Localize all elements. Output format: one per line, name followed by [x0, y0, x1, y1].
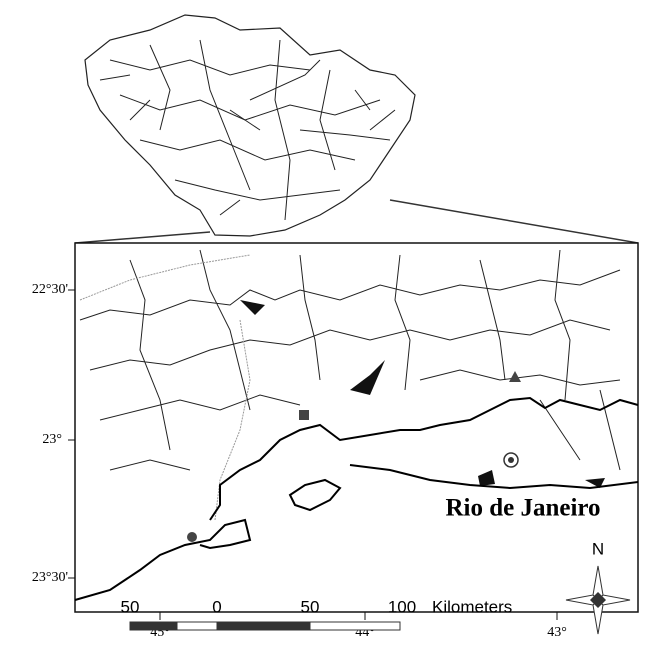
site-marker [299, 410, 309, 420]
site-marker [187, 532, 197, 542]
connector-line [75, 232, 210, 243]
overview-map [85, 15, 415, 236]
latitude-label: 23° [42, 432, 62, 447]
connector-line [390, 200, 638, 243]
map: 22°30' 23° 23°30' 45° 44° 43° Rio de Jan… [0, 0, 645, 668]
scale-label: 50 [121, 597, 140, 616]
scale-label: 0 [212, 597, 221, 616]
north-label: N [592, 539, 604, 558]
scale-label: 50 [301, 597, 320, 616]
longitude-label: 43° [547, 625, 567, 640]
latitude-label: 22°30' [32, 282, 68, 297]
city-marker [508, 457, 514, 463]
latitude-label: 23°30' [32, 570, 68, 585]
place-label: Rio de Janeiro [445, 495, 600, 522]
scale-bar [130, 622, 400, 630]
scale-unit: Kilometers [432, 597, 512, 616]
scale-label: 100 [388, 597, 416, 616]
